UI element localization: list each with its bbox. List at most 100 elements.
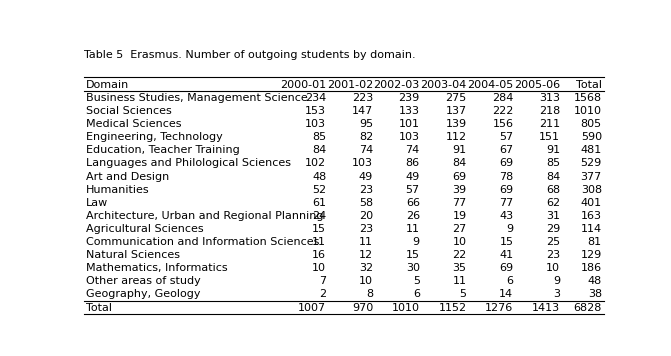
Text: 2003-04: 2003-04 [420,80,466,90]
Text: 11: 11 [312,237,326,247]
Text: 805: 805 [580,119,602,129]
Text: Geography, Geology: Geography, Geology [86,289,201,299]
Text: Art and Design: Art and Design [86,172,169,182]
Text: 153: 153 [305,106,326,116]
Text: 481: 481 [580,145,602,155]
Text: 275: 275 [446,93,466,103]
Text: 81: 81 [588,237,602,247]
Text: 30: 30 [406,263,420,273]
Text: 86: 86 [406,158,420,168]
Text: 103: 103 [352,158,373,168]
Text: 103: 103 [399,132,420,142]
Text: 6828: 6828 [574,303,602,313]
Text: 20: 20 [359,211,373,221]
Text: 11: 11 [359,237,373,247]
Text: 2000-01: 2000-01 [280,80,326,90]
Text: 137: 137 [446,106,466,116]
Text: 139: 139 [446,119,466,129]
Text: 84: 84 [452,158,466,168]
Text: Communication and Information Sciences: Communication and Information Sciences [86,237,319,247]
Text: 38: 38 [588,289,602,299]
Text: 84: 84 [546,172,560,182]
Text: 133: 133 [399,106,420,116]
Text: Humanities: Humanities [86,185,150,195]
Text: 9: 9 [553,276,560,286]
Text: 211: 211 [539,119,560,129]
Text: 15: 15 [406,250,420,260]
Text: 52: 52 [312,185,326,195]
Text: Domain: Domain [86,80,130,90]
Text: 95: 95 [359,119,373,129]
Text: 1010: 1010 [392,303,420,313]
Text: 223: 223 [352,93,373,103]
Text: 2: 2 [319,289,326,299]
Text: Medical Sciences: Medical Sciences [86,119,181,129]
Text: 57: 57 [406,185,420,195]
Text: 67: 67 [499,145,513,155]
Text: 1413: 1413 [532,303,560,313]
Text: 62: 62 [546,198,560,208]
Text: 68: 68 [546,185,560,195]
Text: 163: 163 [581,211,602,221]
Text: 2002-03: 2002-03 [374,80,420,90]
Text: 49: 49 [359,172,373,182]
Text: Architecture, Urban and Regional Planning: Architecture, Urban and Regional Plannin… [86,211,323,221]
Text: 970: 970 [352,303,373,313]
Text: 69: 69 [499,263,513,273]
Text: 377: 377 [580,172,602,182]
Text: 1276: 1276 [485,303,513,313]
Text: 2004-05: 2004-05 [467,80,513,90]
Text: Social Sciences: Social Sciences [86,106,172,116]
Text: Table 5  Erasmus. Number of outgoing students by domain.: Table 5 Erasmus. Number of outgoing stud… [84,49,415,59]
Text: 7: 7 [319,276,326,286]
Text: 85: 85 [312,132,326,142]
Text: 308: 308 [580,185,602,195]
Text: 74: 74 [359,145,373,155]
Text: 3: 3 [553,289,560,299]
Text: Business Studies, Management Science: Business Studies, Management Science [86,93,308,103]
Text: 82: 82 [359,132,373,142]
Text: 35: 35 [453,263,466,273]
Text: 6: 6 [507,276,513,286]
Text: 112: 112 [446,132,466,142]
Text: 23: 23 [359,185,373,195]
Text: 1007: 1007 [298,303,326,313]
Text: 41: 41 [499,250,513,260]
Text: 49: 49 [405,172,420,182]
Text: 151: 151 [539,132,560,142]
Text: Law: Law [86,198,108,208]
Text: 11: 11 [453,276,466,286]
Text: Agricultural Sciences: Agricultural Sciences [86,224,203,234]
Text: 66: 66 [406,198,420,208]
Text: Education, Teacher Training: Education, Teacher Training [86,145,240,155]
Text: 19: 19 [452,211,466,221]
Text: 10: 10 [546,263,560,273]
Text: 10: 10 [359,276,373,286]
Text: 25: 25 [546,237,560,247]
Text: 156: 156 [493,119,513,129]
Text: 1152: 1152 [438,303,466,313]
Text: Languages and Philological Sciences: Languages and Philological Sciences [86,158,291,168]
Text: 5: 5 [460,289,466,299]
Text: 61: 61 [312,198,326,208]
Text: 15: 15 [499,237,513,247]
Text: 57: 57 [499,132,513,142]
Text: 39: 39 [452,185,466,195]
Text: 91: 91 [546,145,560,155]
Text: 10: 10 [312,263,326,273]
Text: 91: 91 [452,145,466,155]
Text: 58: 58 [359,198,373,208]
Text: 284: 284 [492,93,513,103]
Text: 77: 77 [499,198,513,208]
Text: 218: 218 [539,106,560,116]
Text: 9: 9 [507,224,513,234]
Text: Engineering, Technology: Engineering, Technology [86,132,223,142]
Text: 313: 313 [539,93,560,103]
Text: 147: 147 [352,106,373,116]
Text: 26: 26 [406,211,420,221]
Text: 234: 234 [305,93,326,103]
Text: 103: 103 [305,119,326,129]
Text: 590: 590 [580,132,602,142]
Text: 401: 401 [580,198,602,208]
Text: 8: 8 [366,289,373,299]
